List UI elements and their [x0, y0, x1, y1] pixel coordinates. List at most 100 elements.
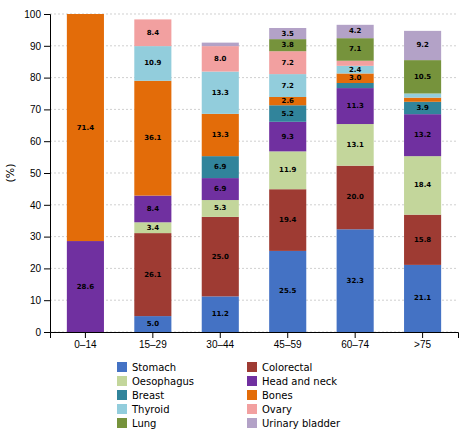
data-label: 5.2 [282, 110, 295, 118]
data-label: 26.1 [144, 271, 161, 279]
tick: 10 [30, 295, 50, 306]
legend-label: Thyroid [131, 404, 170, 415]
bar-segment [269, 151, 306, 189]
bar-segment [404, 98, 441, 102]
bar-segment [134, 19, 171, 20]
bar-segment [337, 88, 374, 124]
bar-segment [134, 81, 171, 196]
tick-mark [44, 109, 50, 110]
tick-mark [422, 332, 423, 338]
bar-segment [202, 72, 239, 114]
tick-mark [152, 332, 153, 338]
bar-segment [67, 14, 104, 241]
bar-segment [337, 83, 374, 88]
legend-item: Head and neck [247, 376, 337, 387]
bar-segment [202, 46, 239, 71]
data-label: 13.3 [212, 89, 229, 97]
legend-swatch [247, 376, 257, 386]
data-label: 71.4 [77, 124, 94, 132]
tick-mark [44, 237, 50, 238]
data-label: 25.5 [279, 287, 296, 295]
bar-segment [404, 31, 441, 60]
tick-label: 45–59 [274, 339, 302, 350]
data-label: 15.8 [414, 236, 431, 244]
bar-segment [337, 25, 374, 38]
bar-segment [404, 114, 441, 156]
legend-label: Lung [132, 418, 156, 429]
legend-swatch [247, 390, 257, 400]
bar-series [202, 25, 441, 60]
tick: 40 [30, 200, 50, 211]
legend-label: Urinary bladder [262, 418, 341, 429]
bar-segment [337, 38, 374, 61]
grid-line [50, 173, 458, 174]
tick: 80 [30, 72, 50, 83]
bar-segment [337, 229, 374, 332]
bar-segment [404, 94, 441, 98]
tick-mark [44, 268, 50, 269]
tick-mark [44, 46, 50, 47]
legend-swatch [247, 418, 257, 428]
grid-line [50, 109, 458, 110]
chart: 01020304050607080901000–1415–2930–4445–5… [0, 0, 474, 444]
data-label: 4.2 [349, 27, 362, 35]
grid-line [50, 45, 458, 46]
bar-segment [202, 156, 239, 178]
grid-line [50, 268, 458, 269]
legend-item: Stomach [117, 362, 176, 373]
bar-segment [67, 14, 104, 15]
tick-label: 70 [30, 104, 42, 115]
x-axis: 0–1415–2930–4445–5960–74>75 [51, 332, 459, 350]
data-label: 21.1 [414, 294, 431, 302]
data-label: 11.2 [212, 310, 229, 318]
legend-item: Colorectal [247, 362, 312, 373]
data-label: 8.4 [147, 29, 160, 37]
bar-series [67, 14, 441, 241]
legend-item: Bones [247, 390, 293, 401]
bar-segment [269, 122, 306, 152]
tick: 90 [30, 41, 50, 52]
tick-label: 0–14 [74, 339, 97, 350]
data-label: 7.2 [282, 59, 295, 67]
tick-label: 10 [30, 295, 42, 306]
data-label: 19.4 [279, 216, 296, 224]
bar-segment [269, 28, 306, 39]
bar-segment [337, 66, 374, 74]
data-label: 3.9 [416, 104, 429, 112]
legend-label: Head and neck [262, 376, 337, 387]
bar-segment [202, 114, 239, 156]
data-label: 3.0 [349, 74, 362, 82]
tick: 60–74 [341, 332, 369, 350]
tick: 30–44 [206, 332, 234, 350]
bar-segment [134, 196, 171, 223]
legend-swatch [117, 404, 127, 414]
legend-swatch [117, 390, 127, 400]
data-label: 13.1 [347, 141, 364, 149]
legend-swatch [117, 362, 127, 372]
grid-line [50, 204, 458, 205]
data-label: 36.1 [144, 134, 161, 142]
tick-mark [44, 205, 50, 206]
legend-label: Bones [262, 390, 293, 401]
data-label: 6.9 [214, 185, 227, 193]
y-axis: 0102030405060708090100 [24, 9, 50, 338]
tick-label: 100 [24, 9, 41, 20]
tick: 45–59 [274, 332, 302, 350]
data-label: 3.8 [282, 41, 295, 49]
bar-segment [202, 296, 239, 332]
bar-segment [202, 43, 239, 46]
data-label: 10.5 [414, 73, 431, 81]
tick: 0–14 [74, 332, 97, 350]
tick: 20 [30, 263, 50, 274]
tick-label: >75 [414, 339, 431, 350]
tick-mark [44, 300, 50, 301]
tick-mark [220, 332, 221, 338]
tick-mark [44, 78, 50, 79]
axis-line [44, 15, 51, 333]
data-label: 2.4 [349, 66, 362, 74]
legend-swatch [117, 376, 127, 386]
data-label: 6.9 [214, 163, 227, 171]
legend-item: Lung [117, 418, 156, 429]
tick-mark [355, 332, 356, 338]
data-label: 25.0 [212, 253, 229, 261]
